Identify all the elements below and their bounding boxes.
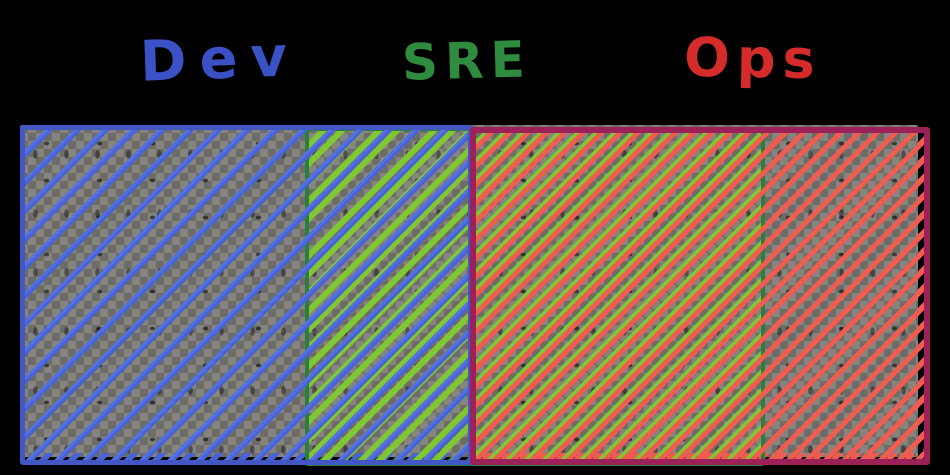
dev-label: Dev	[138, 24, 302, 95]
ops-region	[470, 127, 930, 465]
sre-label: SRE	[401, 30, 533, 92]
ops-label: Ops	[683, 25, 823, 92]
dev-region	[20, 125, 473, 465]
